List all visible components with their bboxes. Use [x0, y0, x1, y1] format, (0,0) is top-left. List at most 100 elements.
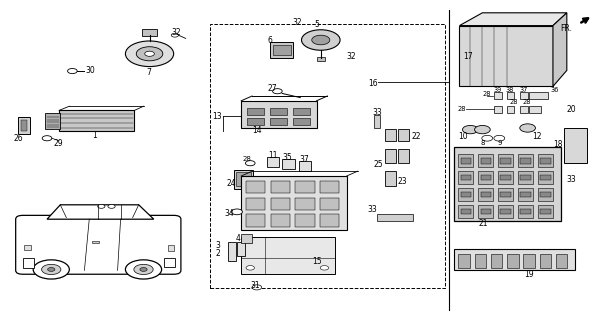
Bar [518, 171, 533, 184]
Circle shape [171, 33, 178, 37]
Bar [295, 198, 315, 210]
Bar [475, 254, 486, 268]
Bar [454, 249, 575, 270]
Bar [92, 241, 99, 243]
Text: 34: 34 [224, 209, 234, 218]
Text: 17: 17 [463, 52, 473, 60]
Bar [270, 118, 287, 125]
Bar [518, 205, 533, 218]
Bar [398, 129, 409, 141]
Text: 12: 12 [532, 132, 541, 140]
Text: 5: 5 [314, 20, 319, 28]
Bar [458, 188, 473, 201]
Circle shape [140, 268, 147, 271]
Text: 31: 31 [250, 281, 260, 290]
Bar [295, 181, 315, 193]
Text: 27: 27 [267, 84, 277, 93]
Text: 32: 32 [172, 28, 182, 36]
Bar [540, 175, 551, 180]
Text: 35: 35 [283, 153, 292, 162]
Bar [293, 108, 310, 115]
Text: 28: 28 [523, 99, 531, 105]
Text: 29: 29 [53, 139, 63, 148]
Text: 7: 7 [147, 68, 151, 77]
Circle shape [482, 135, 493, 141]
Bar [556, 254, 567, 268]
Bar [246, 198, 265, 210]
FancyBboxPatch shape [16, 215, 181, 274]
Text: 28: 28 [482, 92, 491, 97]
Text: 33: 33 [368, 205, 377, 214]
Bar [538, 188, 553, 201]
Bar [458, 154, 473, 167]
Bar [481, 158, 491, 164]
Text: 26: 26 [13, 134, 23, 143]
Bar [491, 254, 502, 268]
Circle shape [136, 47, 163, 61]
Bar [299, 161, 311, 171]
Text: 19: 19 [525, 270, 534, 279]
Text: 15: 15 [312, 257, 322, 266]
Text: 20: 20 [567, 105, 576, 114]
Bar [520, 209, 531, 214]
Bar [529, 106, 541, 113]
Bar [374, 115, 380, 128]
Bar [458, 254, 470, 268]
Bar [320, 214, 339, 227]
Circle shape [246, 266, 254, 270]
Circle shape [125, 41, 174, 67]
Bar [529, 92, 548, 99]
Bar [538, 171, 553, 184]
Bar [228, 242, 236, 261]
Text: 39: 39 [494, 87, 502, 92]
Polygon shape [553, 13, 567, 86]
Bar [282, 159, 295, 169]
Bar [377, 214, 413, 221]
Text: 14: 14 [252, 126, 262, 135]
Circle shape [494, 135, 505, 141]
Circle shape [252, 285, 262, 290]
Circle shape [475, 125, 490, 134]
Circle shape [312, 35, 330, 45]
Text: FR.: FR. [560, 24, 572, 33]
Bar [385, 171, 396, 186]
Text: 38: 38 [506, 87, 514, 92]
Bar [317, 57, 325, 61]
Bar [523, 254, 535, 268]
Bar [478, 205, 493, 218]
Text: 3: 3 [216, 241, 221, 250]
Circle shape [232, 209, 242, 215]
Bar [59, 110, 134, 131]
Bar [458, 205, 473, 218]
Bar [520, 175, 531, 180]
Bar [540, 254, 551, 268]
Text: 32: 32 [347, 52, 356, 60]
Bar [241, 234, 252, 243]
Bar [273, 45, 291, 55]
Bar [518, 188, 533, 201]
Bar [458, 171, 473, 184]
Bar [385, 129, 396, 141]
Bar [500, 209, 511, 214]
Circle shape [42, 136, 52, 141]
Text: 36: 36 [551, 87, 559, 93]
Text: 11: 11 [268, 151, 277, 160]
Bar [494, 106, 502, 113]
Text: 23: 23 [398, 177, 408, 186]
Bar [270, 42, 293, 58]
Bar [518, 154, 533, 167]
Bar [270, 108, 287, 115]
Text: 18: 18 [554, 140, 563, 148]
Text: 28: 28 [510, 99, 518, 105]
Bar [142, 29, 157, 36]
Bar [494, 92, 502, 99]
Bar [237, 242, 245, 256]
Text: 37: 37 [300, 155, 309, 164]
Text: 25: 25 [374, 160, 384, 169]
Text: 24: 24 [226, 179, 236, 188]
Text: 22: 22 [411, 132, 421, 141]
Text: 28: 28 [242, 156, 251, 162]
Bar [45, 113, 60, 129]
Bar [500, 175, 511, 180]
Bar [478, 154, 493, 167]
